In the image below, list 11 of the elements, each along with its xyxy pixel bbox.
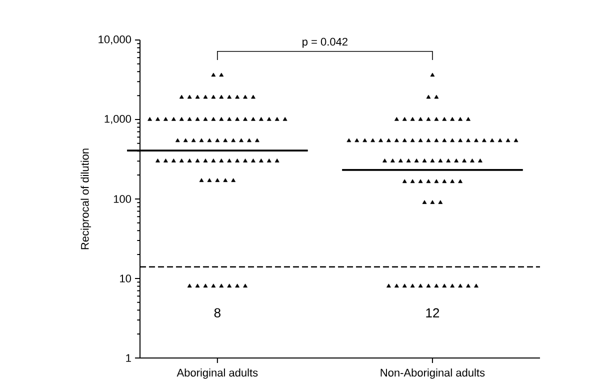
y-tick-label: 10,000	[98, 35, 132, 45]
y-tick-label: 100	[114, 195, 132, 203]
annotation: 8	[214, 308, 220, 318]
y-tick-label: 10	[120, 274, 132, 282]
y-tick-label: 1,000	[104, 114, 132, 124]
x-tick-label: Non-Aboriginal adults	[380, 368, 485, 379]
x-tick-label: Aboriginal adults	[176, 368, 258, 379]
annotation: 12	[426, 308, 440, 318]
y-tick-label: 1	[126, 354, 131, 362]
annotation: p = 0.042	[302, 38, 348, 48]
y-axis-title: Reciprocal of dilution	[80, 148, 91, 250]
